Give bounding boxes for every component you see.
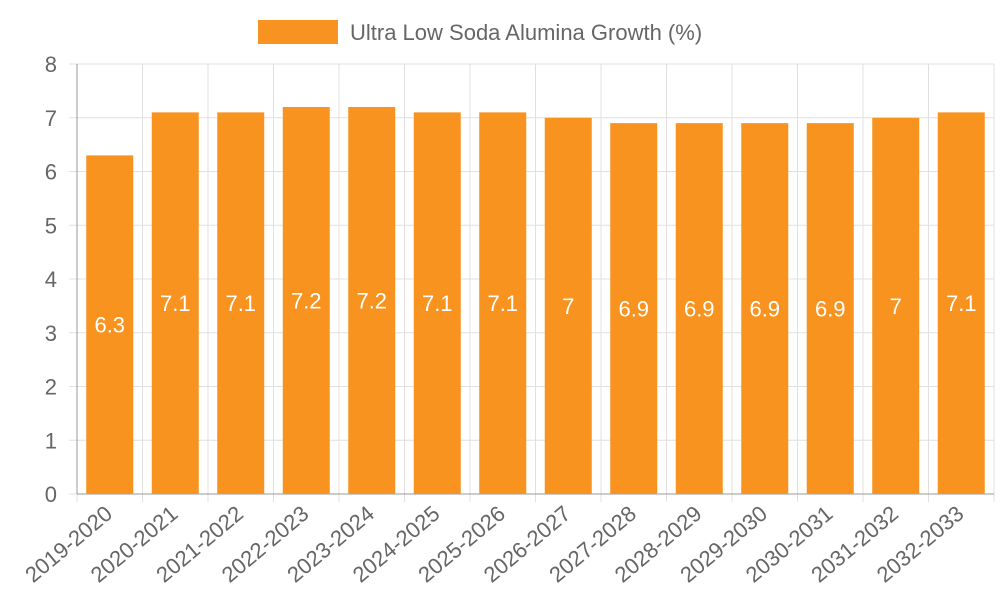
- y-tick-label: 3: [45, 321, 57, 346]
- bar[interactable]: [610, 123, 658, 494]
- data-labels: 6.3 7.1 7.1 7.2 7.2 7.1 7.1 7 6.9 6.9 6.9 6.9 7 7.1: [94, 289, 976, 338]
- y-tick-label: 7: [45, 106, 57, 131]
- bar[interactable]: [675, 123, 723, 494]
- bars: [86, 107, 985, 494]
- bar[interactable]: [348, 107, 396, 494]
- bar-value-label: 7.1: [422, 291, 453, 316]
- bar-value-label: 7.1: [487, 291, 518, 316]
- y-tick-label: 0: [45, 482, 57, 507]
- bar-value-label: 7.1: [946, 291, 977, 316]
- bar-value-label: 6.3: [94, 313, 125, 338]
- y-tick-label: 6: [45, 160, 57, 185]
- bar[interactable]: [741, 123, 789, 494]
- y-axis-ticks: 0 1 2 3 4 5 6 7 8: [45, 52, 57, 507]
- grid-lines: [69, 63, 995, 502]
- bar-value-label: 7.2: [291, 289, 322, 314]
- bar[interactable]: [937, 112, 985, 494]
- legend-swatch: [258, 20, 338, 44]
- x-axis-ticks: 2019-20202020-20212021-20222022-20232023…: [20, 501, 968, 588]
- y-tick-label: 1: [45, 428, 57, 453]
- bar-value-label: 7.1: [160, 291, 191, 316]
- bar[interactable]: [544, 117, 592, 494]
- y-tick-label: 4: [45, 267, 57, 292]
- bar[interactable]: [151, 112, 199, 494]
- y-tick-label: 5: [45, 213, 57, 238]
- bar-value-label: 7.1: [225, 291, 256, 316]
- bar[interactable]: [282, 107, 330, 494]
- bar-value-label: 6.9: [618, 297, 649, 322]
- bar[interactable]: [806, 123, 854, 494]
- y-tick-label: 2: [45, 375, 57, 400]
- legend-label: Ultra Low Soda Alumina Growth (%): [350, 20, 702, 45]
- legend[interactable]: Ultra Low Soda Alumina Growth (%): [258, 20, 702, 45]
- bar-value-label: 7: [890, 294, 902, 319]
- bar[interactable]: [479, 112, 527, 494]
- bar-value-label: 6.9: [815, 297, 846, 322]
- bar-value-label: 6.9: [749, 297, 780, 322]
- bar[interactable]: [217, 112, 265, 494]
- bar-value-label: 7: [562, 294, 574, 319]
- y-tick-label: 8: [45, 52, 57, 77]
- bar[interactable]: [872, 117, 920, 494]
- bar-value-label: 6.9: [684, 297, 715, 322]
- bar-value-label: 7.2: [356, 289, 387, 314]
- bar[interactable]: [413, 112, 461, 494]
- bar[interactable]: [86, 155, 134, 494]
